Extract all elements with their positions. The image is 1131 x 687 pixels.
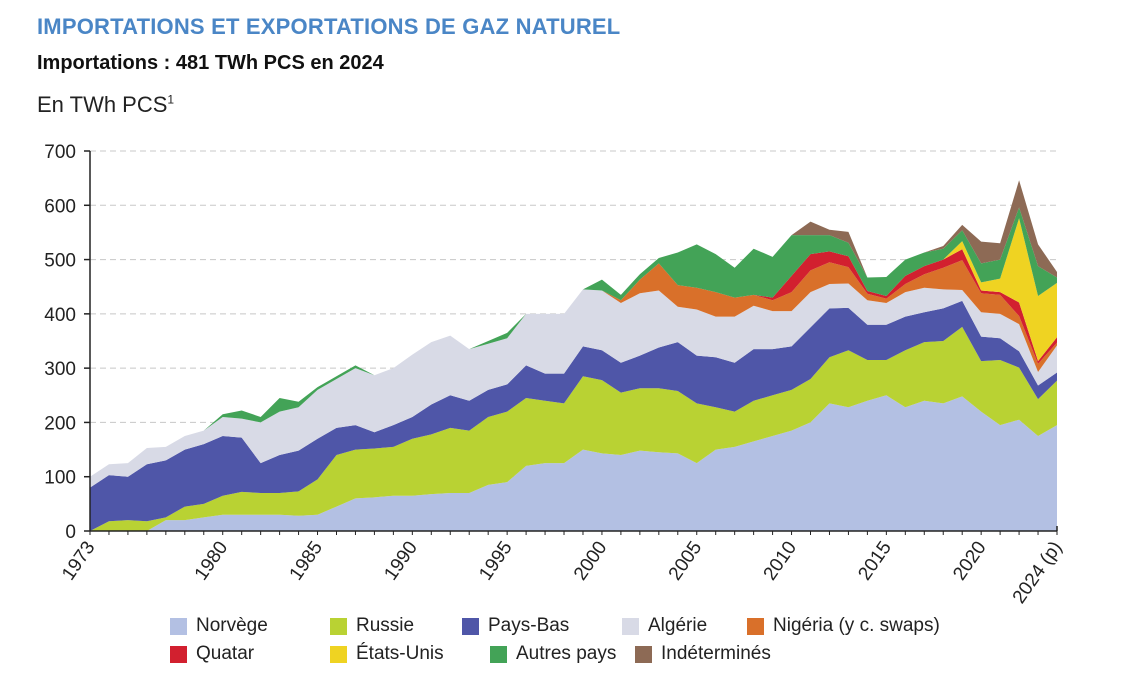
legend-item-algerie: Algérie (622, 615, 747, 637)
legend-item-pays-bas: Pays-Bas (462, 615, 622, 637)
legend-swatch-nigeria-y-c-swaps (747, 617, 764, 635)
chart-subtitle: Importations : 481 TWh PCS en 2024 (37, 52, 384, 74)
legend-label-indetermines: Indéterminés (661, 643, 771, 664)
legend-label-russie: Russie (356, 615, 415, 636)
legend-label-nigeria-y-c-swaps: Nigéria (y c. swaps) (773, 615, 940, 636)
legend-swatch-quatar (170, 645, 187, 663)
legend-row-1: Norvège Russie Pays-Bas Algérie Nigéria (y c… (170, 612, 1070, 640)
y-tick-label-0: 0 (65, 522, 76, 543)
legend-label-algerie: Algérie (648, 615, 708, 636)
area-pays-bas (90, 300, 1057, 531)
y-tick-label-200: 200 (44, 413, 76, 434)
y-axis-unit-label: En TWh PCS1 (37, 92, 174, 118)
x-tick-label-2000: 2000 (570, 538, 611, 585)
x-tick-label-2024: 2024 (p) (1009, 538, 1067, 608)
legend-swatch-etats-unis (330, 645, 347, 663)
legend-swatch-autres-pays (490, 645, 507, 663)
area-algerie (90, 283, 1057, 488)
legend-swatch-norvege (170, 617, 187, 635)
x-tick-label-1985: 1985 (286, 538, 327, 585)
x-tick-label-1980: 1980 (191, 538, 232, 585)
legend-label-etats-unis: États-Unis (356, 643, 444, 664)
legend-swatch-indetermines (635, 645, 652, 663)
legend-swatch-pays-bas (462, 617, 479, 635)
area-autres-pays (90, 207, 1057, 477)
x-tick-label-2020: 2020 (949, 538, 990, 585)
legend-item-indetermines: Indéterminés (635, 643, 805, 665)
y-tick-label-300: 300 (44, 359, 76, 380)
legend-item-russie: Russie (330, 615, 462, 637)
area-nigeria-y-c-swaps (90, 260, 1057, 477)
x-tick-label-2010: 2010 (760, 538, 801, 585)
legend: Norvège Russie Pays-Bas Algérie Nigéria (y c… (170, 612, 1070, 668)
legend-item-quatar: Quatar (170, 643, 330, 665)
stacked-area-chart: 0 100 200 300 400 500 600 700 1973 1980 1985 1990 19… (44, 142, 1067, 608)
x-tick-label-1973: 1973 (58, 538, 99, 585)
legend-swatch-russie (330, 617, 347, 635)
unit-label-text: En TWh PCS (37, 92, 168, 117)
legend-item-norvege: Norvège (170, 615, 330, 637)
y-tick-label-100: 100 (44, 468, 76, 489)
legend-label-autres-pays: Autres pays (516, 643, 617, 664)
legend-swatch-algerie (622, 617, 639, 635)
area-russie (90, 326, 1057, 531)
x-tick-label-2015: 2015 (854, 538, 895, 585)
chart-title: IMPORTATIONS ET EXPORTATIONS DE GAZ NATU… (37, 14, 621, 39)
y-tick-label-400: 400 (44, 305, 76, 326)
legend-label-pays-bas: Pays-Bas (488, 615, 570, 636)
y-tick-label-600: 600 (44, 196, 76, 217)
legend-label-norvege: Norvège (196, 615, 268, 636)
legend-item-autres-pays: Autres pays (490, 643, 635, 665)
legend-item-etats-unis: États-Unis (330, 643, 490, 665)
area-etats-unis (90, 218, 1057, 477)
legend-item-nigeria-y-c-swaps: Nigéria (y c. swaps) (747, 615, 957, 637)
area-norvege (90, 395, 1057, 531)
x-tick-label-2005: 2005 (665, 538, 706, 585)
x-tick-label-1995: 1995 (475, 538, 516, 585)
legend-label-quatar: Quatar (196, 643, 255, 664)
x-tick-label-1990: 1990 (380, 538, 421, 585)
legend-row-2: Quatar États-Unis Autres pays Indéterminés (170, 640, 1070, 668)
y-tick-label-700: 700 (44, 142, 76, 163)
unit-footnote-mark: 1 (167, 92, 175, 107)
y-tick-label-500: 500 (44, 251, 76, 272)
